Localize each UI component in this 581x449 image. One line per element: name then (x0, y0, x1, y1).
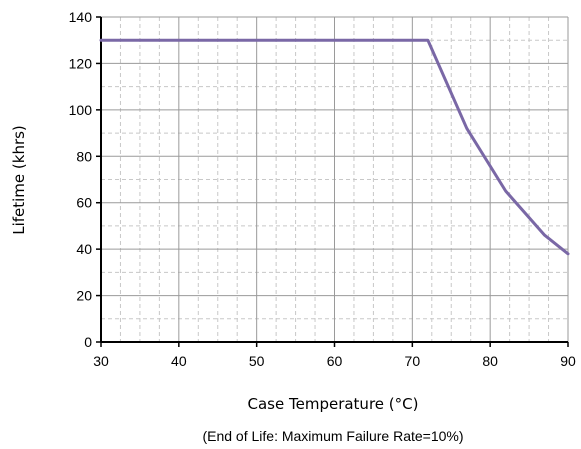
x-tick-label: 30 (93, 353, 109, 369)
x-tick-label: 50 (249, 353, 265, 369)
x-tick-label: 60 (327, 353, 343, 369)
y-axis-title: Lifetime (khrs) (10, 125, 28, 235)
y-tick-label: 20 (76, 288, 92, 304)
x-tick-label: 80 (482, 353, 498, 369)
y-tick-label: 80 (76, 148, 92, 164)
y-tick-label: 100 (69, 102, 93, 118)
x-tick-label: 70 (405, 353, 421, 369)
x-tick-labels: 30 40 50 60 70 80 90 (93, 353, 576, 369)
y-tick-label: 0 (84, 334, 92, 350)
y-tick-labels: 0 20 40 60 80 100 120 140 (69, 9, 93, 350)
y-tick-label: 40 (76, 241, 92, 257)
chart-note: (End of Life: Maximum Failure Rate=10%) (202, 428, 463, 444)
y-tick-label: 140 (69, 9, 93, 25)
x-axis-title: Case Temperature (°C) (248, 395, 419, 413)
x-tick-label: 40 (171, 353, 187, 369)
axes (96, 16, 569, 347)
y-tick-label: 120 (69, 55, 93, 71)
series-line-0 (99, 38, 570, 256)
series-layer (99, 38, 570, 256)
y-tick-label: 60 (76, 195, 92, 211)
x-tick-label: 90 (560, 353, 576, 369)
